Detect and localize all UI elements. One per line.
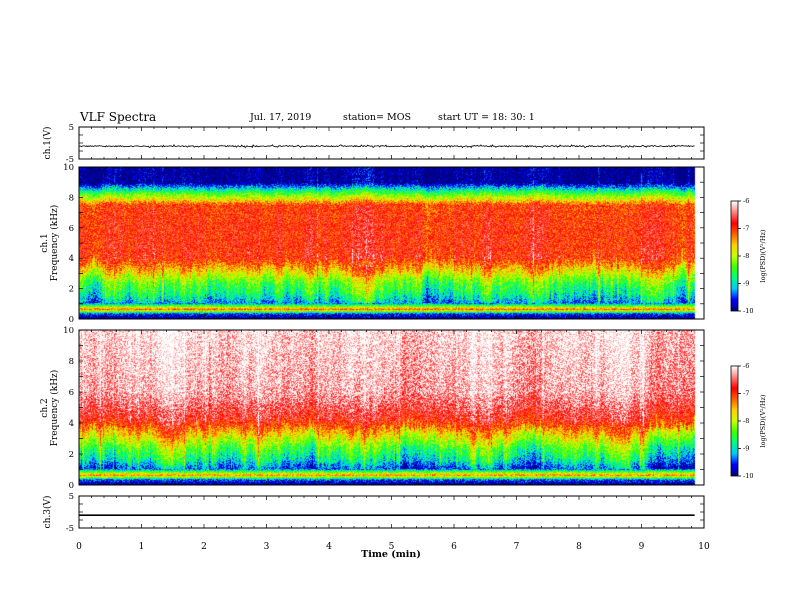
colorbar-tick-label: -8 <box>743 417 749 425</box>
colorbar-tick-label: -10 <box>743 472 753 480</box>
y-tick-label: 10 <box>63 326 74 336</box>
ch1-waveform-frame <box>78 126 705 160</box>
colorbar-tick-label: -7 <box>743 225 749 233</box>
colorbar-tick-label: -9 <box>743 280 749 288</box>
ch3-waveform-frame <box>78 495 705 529</box>
ch2-colorbar-holder <box>731 366 738 476</box>
time-tick-label: 8 <box>576 542 582 552</box>
colorbar-tick-label: -6 <box>743 362 749 370</box>
ch1-waveform-ticks: -5 5 <box>66 123 705 165</box>
start-time-label: start UT = 18: 30: 1 <box>438 112 535 123</box>
ch1-colorbar-ticks: -6 -7 -8 -9 -10 <box>738 197 753 315</box>
ch3-waveform-panel: -5 5 ch.3(V) <box>42 492 705 534</box>
time-tick-label: 0 <box>76 542 82 552</box>
y-tick-label: 0 <box>69 481 74 491</box>
y-tick-label: 8 <box>69 193 74 203</box>
chart-title: VLF Spectra <box>80 110 157 124</box>
ch2-spectrogram-panel: 0 2 4 6 8 10 ch.2 Frequency (kHz) <box>40 326 705 491</box>
colorbar-tick-label: -7 <box>743 390 749 398</box>
y-tick-label: -5 <box>66 524 74 534</box>
y-tick-label: 10 <box>63 163 74 173</box>
time-tick-label: 10 <box>698 542 710 552</box>
time-tick-label: 2 <box>201 542 207 552</box>
ch2-spectrogram-image <box>79 330 704 485</box>
ch3-waveform-ylabel: ch.3(V) <box>42 496 53 529</box>
colorbar-tick-label: -8 <box>743 252 749 260</box>
colorbar-tick-label: -6 <box>743 197 749 205</box>
y-tick-label: -5 <box>66 155 74 165</box>
ch2-spectrogram-ylabel-frequency: Frequency (kHz) <box>49 370 60 447</box>
time-tick-label: 3 <box>264 542 270 552</box>
ch2-spectrogram-holder <box>79 330 704 485</box>
ch1-spectrogram-ylabel-frequency: Frequency (kHz) <box>49 205 60 282</box>
y-tick-label: 0 <box>69 315 74 325</box>
y-tick-label: 8 <box>69 357 74 367</box>
y-tick-label: 6 <box>69 224 74 234</box>
y-tick-label: 2 <box>69 450 74 460</box>
ch1-spectrogram-image <box>79 167 704 319</box>
ch1-spectrogram-panel: 0 2 4 6 8 10 ch.1 Frequency (kHz) <box>40 163 705 325</box>
time-tick-label: 6 <box>451 542 457 552</box>
ch1-colorbar-gradient <box>731 201 738 311</box>
y-tick-label: 4 <box>69 254 74 264</box>
time-tick-label: 9 <box>639 542 645 552</box>
station-label: station= MOS <box>343 112 412 123</box>
ch2-colorbar-ticks: -6 -7 -8 -9 -10 <box>738 362 753 480</box>
ch1-waveform-panel: -5 5 ch.1(V) <box>42 123 705 165</box>
ch1-spectrogram-ticks: 0 2 4 6 8 10 <box>63 163 705 325</box>
time-axis-label: Time (min) <box>361 549 421 560</box>
y-tick-label: 4 <box>69 419 74 429</box>
colorbar-tick-label: -9 <box>743 445 749 453</box>
ch1-waveform-ylabel: ch.1(V) <box>42 127 53 160</box>
ch1-colorbar-holder <box>731 201 738 311</box>
ch1-waveform-trace <box>78 144 695 149</box>
y-tick-label: 5 <box>69 492 74 502</box>
ch1-colorbar-label: log(PSD)(V²/Hz) <box>759 229 767 282</box>
ch2-spectrogram-ticks: 0 2 4 6 8 10 <box>63 326 705 491</box>
ch2-colorbar-label: log(PSD)(V²/Hz) <box>759 394 767 447</box>
ch3-waveform-ticks: -5 5 <box>66 492 705 534</box>
time-tick-label: 7 <box>514 542 520 552</box>
ch1-spectrogram-ylabel-channel: ch.1 <box>40 233 50 252</box>
time-tick-label: 4 <box>326 542 332 552</box>
ch1-spectrogram-holder <box>79 167 704 319</box>
ch2-spectrogram-ylabel-channel: ch.2 <box>40 398 50 417</box>
ch2-colorbar: -6 -7 -8 -9 -10 log(PSD)(V²/Hz) <box>730 362 767 480</box>
y-tick-label: 2 <box>69 285 74 295</box>
ch1-colorbar: -6 -7 -8 -9 -10 log(PSD)(V²/Hz) <box>730 197 767 315</box>
y-tick-label: 6 <box>69 388 74 398</box>
colorbar-tick-label: -10 <box>743 307 753 315</box>
time-axis: 0 1 2 3 4 5 6 7 8 9 10 <box>76 542 710 552</box>
time-tick-label: 1 <box>139 542 145 552</box>
ch2-colorbar-gradient <box>731 366 738 476</box>
y-tick-label: 5 <box>69 123 74 133</box>
time-tick-label: 5 <box>389 542 395 552</box>
date-label: Jul. 17, 2019 <box>250 112 312 123</box>
